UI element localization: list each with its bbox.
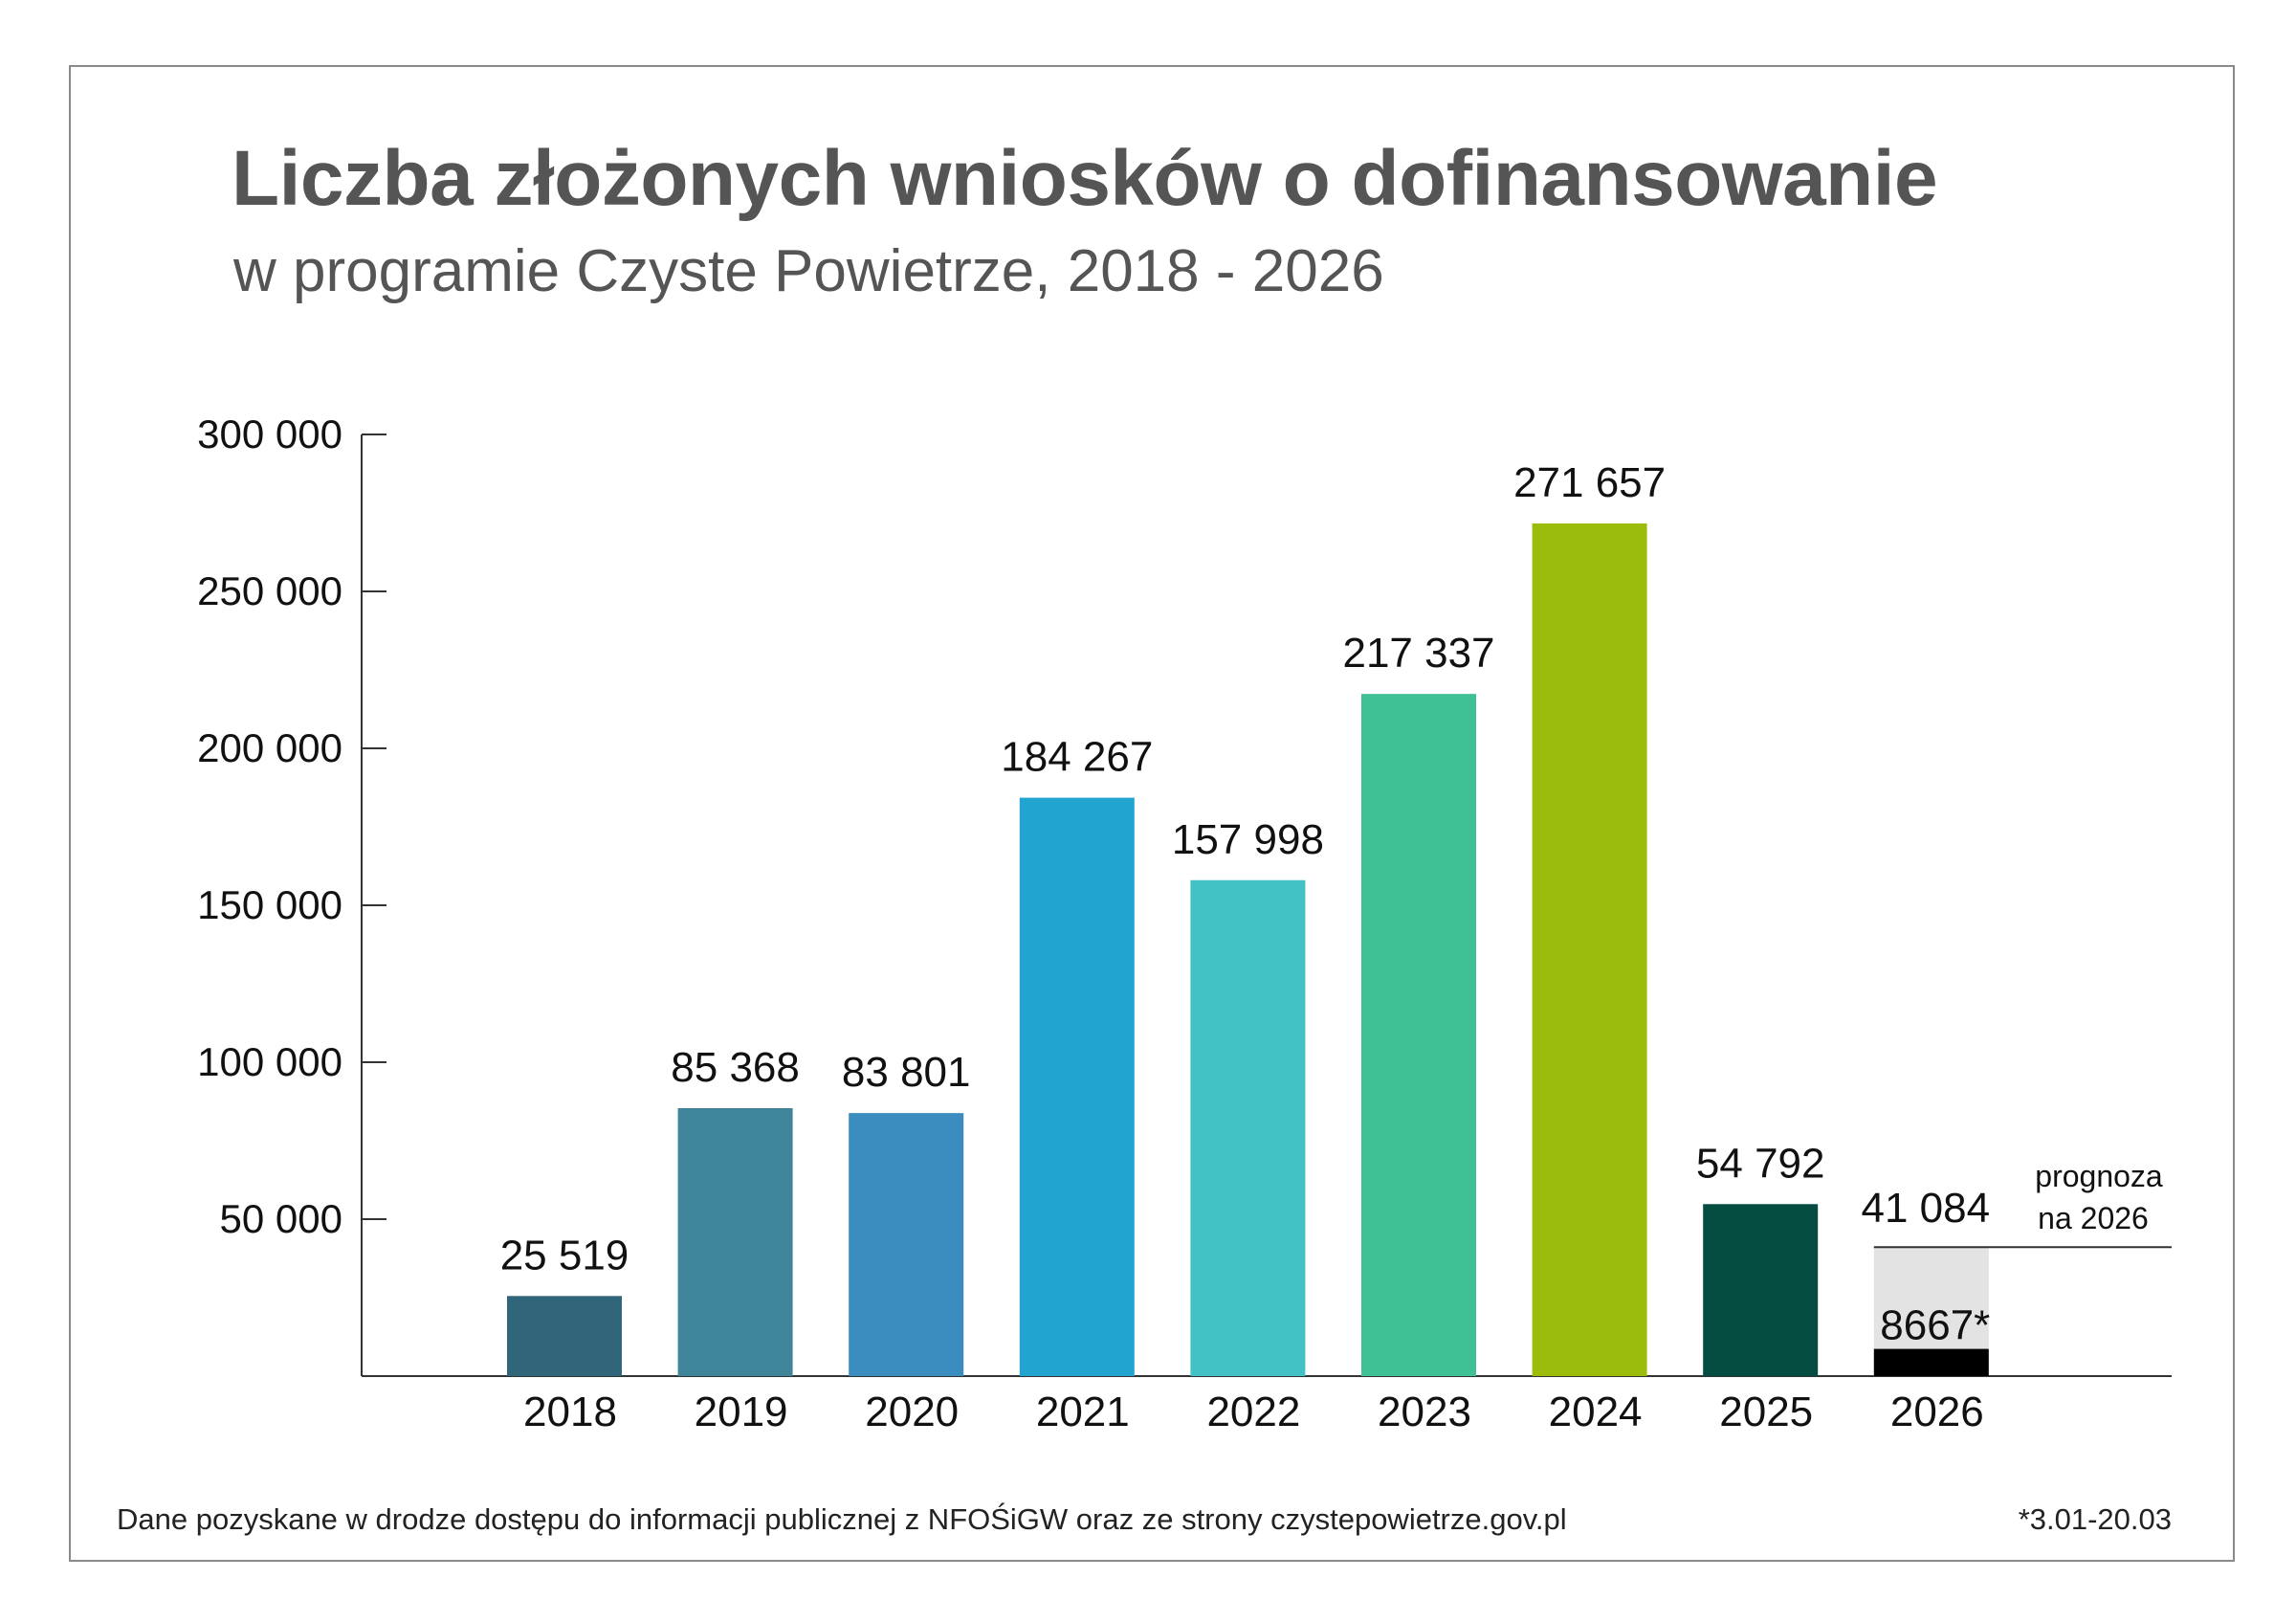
chart-frame bbox=[69, 65, 2235, 1562]
bar-2021 bbox=[1019, 797, 1135, 1376]
y-tick-label: 200 000 bbox=[197, 725, 342, 770]
period-note: *3.01-20.03 bbox=[2018, 1502, 2172, 1536]
bar-2025 bbox=[1703, 1204, 1819, 1376]
bar-value-label: 271 657 bbox=[1513, 459, 1666, 506]
x-tick-label: 2025 bbox=[1719, 1389, 1813, 1435]
bar-value-label: 85 368 bbox=[671, 1044, 800, 1091]
y-tick-label: 150 000 bbox=[197, 882, 342, 927]
y-tick-label: 100 000 bbox=[197, 1039, 342, 1084]
x-tick-label: 2019 bbox=[695, 1389, 788, 1435]
x-tick-label: 2021 bbox=[1036, 1389, 1130, 1435]
bar-value-label: 217 337 bbox=[1342, 630, 1494, 677]
bar-value-label: 25 519 bbox=[500, 1232, 629, 1278]
bar-2019 bbox=[677, 1107, 793, 1376]
y-tick-label: 50 000 bbox=[220, 1196, 342, 1241]
x-tick-label: 2024 bbox=[1549, 1389, 1643, 1435]
chart-subtitle: w programie Czyste Powietrze, 2018 - 202… bbox=[233, 238, 1384, 304]
x-tick-label: 2026 bbox=[1890, 1389, 1984, 1435]
bar-2024 bbox=[1532, 522, 1647, 1376]
bar-value-label: 184 267 bbox=[1001, 734, 1153, 781]
bar-value-label: 83 801 bbox=[842, 1049, 971, 1096]
x-tick-label: 2023 bbox=[1378, 1389, 1471, 1435]
source-note: Dane pozyskane w drodze dostępu do infor… bbox=[117, 1502, 1567, 1536]
y-tick-label: 250 000 bbox=[197, 568, 342, 613]
bar-2018 bbox=[507, 1296, 622, 1376]
bar-value-label: 54 792 bbox=[1696, 1140, 1825, 1187]
bar-value-label: 157 998 bbox=[1172, 816, 1324, 863]
x-tick-label: 2020 bbox=[865, 1389, 959, 1435]
x-tick-label: 2018 bbox=[523, 1389, 617, 1435]
bar-2020 bbox=[849, 1113, 964, 1376]
forecast-value-label: 41 084 bbox=[1862, 1185, 1991, 1232]
bar-value-label: 8667* bbox=[1880, 1302, 1990, 1349]
bar-2022 bbox=[1190, 879, 1306, 1376]
chart-title: Liczba złożonych wniosków o dofinansowan… bbox=[232, 135, 1938, 222]
y-tick-label: 300 000 bbox=[197, 411, 342, 456]
bar-2026 bbox=[1873, 1348, 1989, 1376]
forecast-annotation-line1: prognoza bbox=[2035, 1159, 2163, 1193]
x-tick-label: 2022 bbox=[1206, 1389, 1300, 1435]
forecast-annotation-line2: na 2026 bbox=[2038, 1201, 2149, 1235]
bar-2023 bbox=[1361, 694, 1476, 1376]
